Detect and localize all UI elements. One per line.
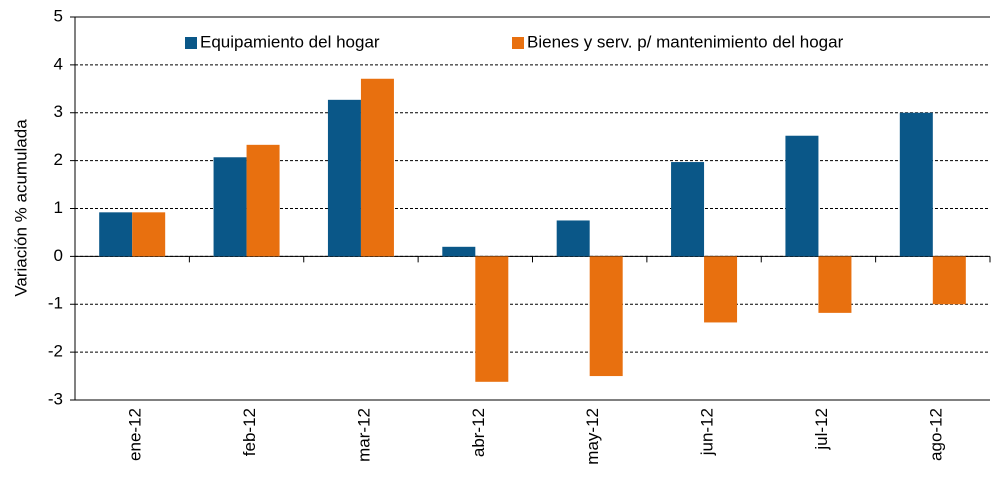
x-tick-label: ene-12 <box>126 408 145 461</box>
y-tick-label: 5 <box>54 6 63 25</box>
y-tick-label: 2 <box>54 150 63 169</box>
bar <box>442 246 476 257</box>
bar <box>556 220 590 257</box>
bar <box>589 256 623 377</box>
y-tick-label: 4 <box>54 54 63 73</box>
bar <box>818 256 852 313</box>
x-tick-label: abr-12 <box>469 408 488 457</box>
bar <box>99 212 133 257</box>
y-tick-label: -2 <box>48 342 63 361</box>
bar <box>327 99 361 257</box>
y-tick-label: -3 <box>48 389 63 408</box>
bar <box>932 256 966 305</box>
legend-label: Bienes y serv. p/ mantenimiento del hoga… <box>527 32 844 51</box>
bar <box>132 212 166 257</box>
bar <box>704 256 738 323</box>
y-tick-label: 3 <box>54 102 63 121</box>
bar <box>785 135 819 257</box>
x-tick-label: may-12 <box>583 408 602 465</box>
legend-swatch <box>185 37 197 49</box>
y-axis-label: Variación % acumulada <box>11 119 30 297</box>
bar <box>213 157 247 257</box>
x-tick-label: ago-12 <box>926 408 945 461</box>
legend-label: Equipamiento del hogar <box>200 32 380 51</box>
x-tick-label: mar-12 <box>354 408 373 462</box>
x-tick-label: feb-12 <box>240 408 259 456</box>
bar <box>671 162 705 257</box>
y-tick-label: 1 <box>54 198 63 217</box>
legend-swatch <box>512 37 524 49</box>
y-tick-label: -1 <box>48 294 63 313</box>
bar <box>899 112 933 257</box>
bar <box>360 78 394 257</box>
bar <box>475 256 509 382</box>
x-tick-label: jun-12 <box>698 408 717 456</box>
y-tick-label: 0 <box>54 246 63 265</box>
bar <box>246 144 280 257</box>
x-tick-label: jul-12 <box>812 408 831 451</box>
